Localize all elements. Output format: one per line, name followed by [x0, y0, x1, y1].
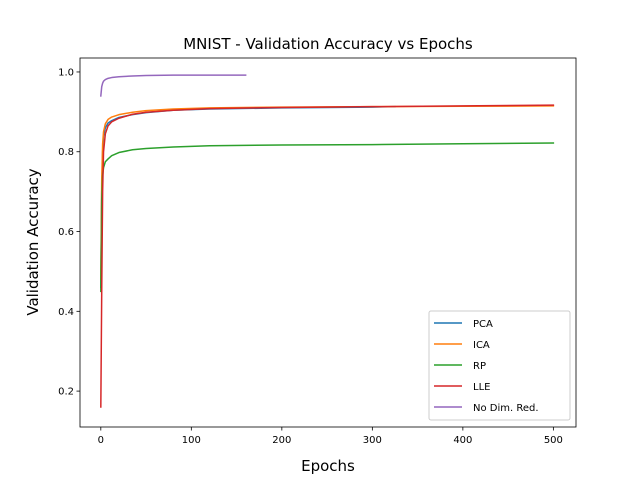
legend-frame: [428, 310, 571, 421]
legend-label-pca: PCA: [473, 319, 493, 330]
legend-label-rp: RP: [473, 361, 486, 372]
legend-label-ica: ICA: [473, 340, 490, 351]
series-layer: [100, 74, 555, 408]
series-line-lle: [100, 104, 555, 408]
x-axis-ticks: 0 100 200 300 400 500: [98, 427, 563, 446]
y-tick-label: 0.8: [58, 147, 74, 158]
legend-label-lle: LLE: [473, 382, 490, 393]
plot-frame: [79, 57, 577, 428]
y-axis-ticks: 0.2 0.4 0.6 0.8 1.0: [58, 67, 80, 398]
x-axis-label: Epochs: [301, 457, 355, 475]
y-tick-label: 0.2: [58, 387, 74, 398]
legend-label-no-dim-red: No Dim. Red.: [473, 403, 539, 414]
x-tick-label: 300: [363, 435, 382, 446]
y-tick-label: 0.6: [58, 227, 74, 238]
y-tick-label: 1.0: [58, 67, 74, 78]
y-tick-label: 0.4: [58, 307, 74, 318]
x-tick-label: 400: [453, 435, 472, 446]
legend: PCA ICA RP LLE No Dim. Red.: [428, 310, 571, 421]
x-tick-label: 200: [272, 435, 291, 446]
y-axis-label: Validation Accuracy: [24, 168, 42, 315]
chart-title: MNIST - Validation Accuracy vs Epochs: [183, 35, 473, 53]
x-tick-label: 500: [544, 435, 563, 446]
x-tick-label: 0: [98, 435, 104, 446]
series-line-no-dim-red: [100, 74, 247, 97]
x-tick-label: 100: [182, 435, 201, 446]
legend-items: PCA ICA RP LLE No Dim. Red.: [434, 319, 539, 414]
